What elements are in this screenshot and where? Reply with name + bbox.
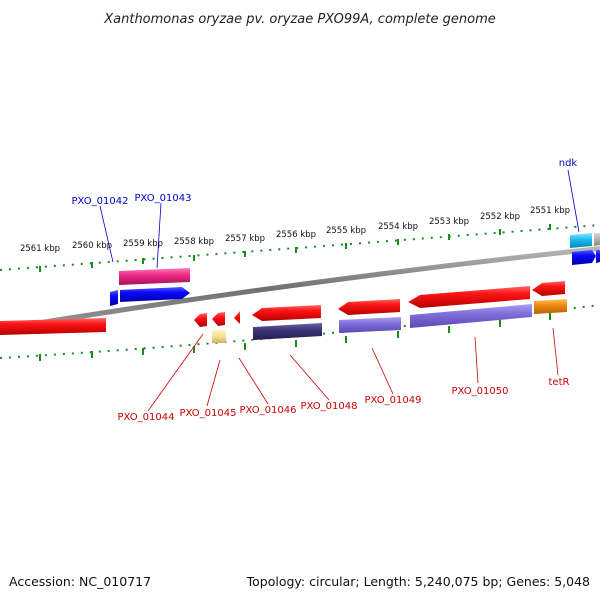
leader-line xyxy=(371,347,394,395)
feature-lavender-2 xyxy=(410,304,532,328)
gene-ndk xyxy=(570,233,592,248)
leader-line xyxy=(567,169,580,233)
leader-line xyxy=(238,357,269,405)
genome-backbone xyxy=(0,246,600,332)
gene-labels-bottom: PXO_01044 PXO_01045 PXO_01046 PXO_01048 … xyxy=(118,377,570,423)
gene-blue-right xyxy=(572,250,596,265)
leader-lines-top xyxy=(99,169,580,269)
gene-PXO_01044 xyxy=(194,313,207,327)
tick-label: 2560 kbp xyxy=(72,241,112,251)
tick-label: 2559 kbp xyxy=(123,239,163,249)
tick-label: 2556 kbp xyxy=(276,230,316,240)
gene-PXO_01043 xyxy=(120,287,190,302)
feature-yellow xyxy=(212,330,226,343)
leader-line xyxy=(156,202,162,269)
gene-label: PXO_01045 xyxy=(180,408,237,419)
gene-label: PXO_01046 xyxy=(240,405,297,416)
gene-PXO_01042 xyxy=(119,268,190,285)
gene-PXO_01048 xyxy=(252,305,321,321)
tick-label: 2558 kbp xyxy=(174,237,214,247)
gene-label: PXO_01048 xyxy=(301,401,358,412)
tick-label: 2555 kbp xyxy=(326,226,366,236)
accession-text: Accession: NC_010717 xyxy=(9,574,151,589)
genome-summary-text: Topology: circular; Length: 5,240,075 bp… xyxy=(246,574,590,589)
gene-small-blue xyxy=(110,290,118,306)
scale-tick-labels: 2561 kbp 2560 kbp 2559 kbp 2558 kbp 2557… xyxy=(20,206,570,254)
leader-line xyxy=(147,333,204,412)
gene-blue-edge xyxy=(596,250,600,263)
gene-tetR xyxy=(532,281,565,296)
gene-label: PXO_01043 xyxy=(135,193,192,204)
gene-label: ndk xyxy=(559,158,578,169)
gene-PXO_01045 xyxy=(212,312,225,326)
gene-label: PXO_01044 xyxy=(118,412,175,423)
feature-orange xyxy=(534,299,567,314)
leader-line xyxy=(552,327,559,376)
tick-label: 2551 kbp xyxy=(530,206,570,216)
gene-labels-top: PXO_01042 PXO_01043 ndk xyxy=(72,158,578,207)
tick-label: 2552 kbp xyxy=(480,212,520,222)
gene-label: PXO_01042 xyxy=(72,196,129,207)
leader-line xyxy=(206,359,221,407)
leader-lines-bottom xyxy=(147,327,559,412)
gene-PXO_01050 xyxy=(408,286,530,308)
gene-PXO_01046 xyxy=(234,311,240,324)
leader-line xyxy=(474,336,479,384)
tick-label: 2554 kbp xyxy=(378,222,418,232)
feature-navy xyxy=(253,323,322,340)
leader-line xyxy=(289,354,330,401)
gene-label: PXO_01050 xyxy=(452,386,509,397)
gene-red-left xyxy=(0,318,106,335)
gene-label: PXO_01049 xyxy=(365,395,422,406)
page-title: Xanthomonas oryzae pv. oryzae PXO99A, co… xyxy=(103,12,496,27)
major-ticks-top xyxy=(39,224,551,272)
leader-line xyxy=(99,205,114,263)
tick-label: 2561 kbp xyxy=(20,244,60,254)
major-ticks-bottom xyxy=(39,313,551,361)
gene-label: tetR xyxy=(549,377,570,388)
tick-label: 2553 kbp xyxy=(429,217,469,227)
feature-lavender-1 xyxy=(339,317,401,333)
gene-offscreen xyxy=(594,233,600,246)
gene-PXO_01049 xyxy=(338,299,400,315)
tick-label: 2557 kbp xyxy=(225,234,265,244)
